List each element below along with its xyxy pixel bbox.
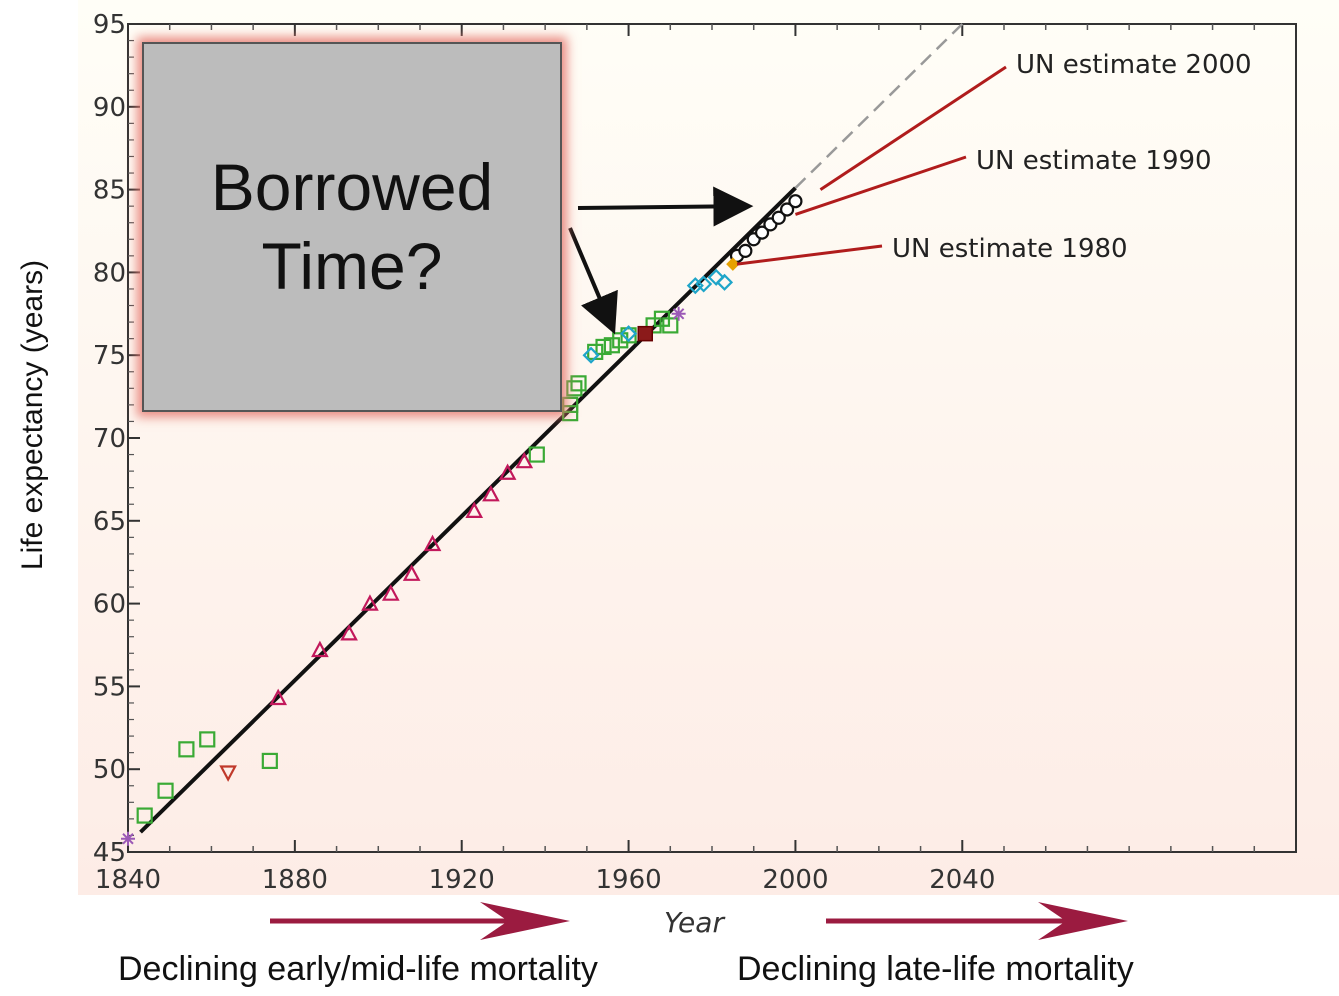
data-point-square: [261, 752, 278, 770]
annotations: UN estimate 2000 UN estimate 1990 UN estim…: [736, 50, 1252, 266]
data-point-diamond: [620, 325, 638, 343]
data-point-square: [528, 446, 545, 463]
trend-extension: [794, 23, 964, 189]
data-point-circle: [779, 202, 795, 217]
data-points: [121, 194, 803, 846]
x-tick-label: 1840: [95, 865, 161, 895]
data-point-circle: [771, 210, 786, 225]
early-mortality-label: Declining early/mid-life mortality: [118, 950, 598, 988]
y-tick-label: 45: [93, 838, 126, 868]
data-point-circle: [738, 243, 753, 258]
data-point-circle: [754, 225, 770, 240]
mortality-arrow-head: [480, 902, 570, 940]
y-tick-label: 50: [93, 755, 126, 785]
un-estimate-leader-line: [736, 244, 883, 266]
x-tick-label: 2000: [762, 865, 828, 895]
un-estimate-label: UN estimate 2000: [1016, 50, 1252, 80]
data-point-diamond: [695, 275, 713, 293]
data-point-square: [603, 337, 620, 354]
data-point-diamond: [715, 273, 734, 291]
y-tick-label: 55: [93, 672, 126, 702]
data-point-diamond: [686, 277, 704, 295]
data-point-square: [662, 317, 679, 334]
data-point-triangle: [381, 584, 400, 601]
y-axis-label: Life expectancy (years): [16, 260, 49, 570]
data-point-square: [570, 375, 587, 392]
data-point-triangle: [340, 624, 358, 641]
data-point-circle: [788, 194, 803, 209]
x-tick-label: 1960: [595, 865, 661, 895]
overlay-arrows: [568, 186, 754, 335]
data-point-triangle: [465, 501, 484, 518]
un-estimate-label: UN estimate 1990: [976, 146, 1212, 176]
y-tick-label: 65: [93, 507, 126, 537]
data-point-triangle-down: [219, 765, 237, 782]
data-point-triangle: [311, 640, 329, 658]
y-tick-label: 95: [93, 10, 126, 40]
data-point-triangle: [482, 484, 500, 502]
data-point-triangle: [515, 451, 534, 469]
data-point-triangle: [269, 688, 288, 706]
bottom-arrows: [270, 902, 1128, 940]
data-point-square: [562, 405, 579, 422]
data-point-square: [562, 396, 579, 413]
callout-line-2: Time?: [261, 229, 443, 303]
data-point-square: [620, 327, 637, 344]
callout-text: Borrowed Time?: [211, 148, 493, 306]
trend-lines: [139, 23, 964, 834]
x-tick-label: 2040: [929, 865, 995, 895]
mortality-arrow-head: [1038, 902, 1128, 940]
callout-arrow: [568, 227, 618, 335]
data-point-square: [178, 741, 195, 758]
y-tick-label: 75: [93, 341, 126, 371]
data-point-square-filled: [637, 325, 654, 342]
x-axis-label: Year: [664, 906, 725, 939]
un-estimate-label: UN estimate 1980: [892, 234, 1128, 264]
x-tick-label: 1880: [262, 865, 328, 895]
callout-arrow: [577, 186, 754, 227]
data-point-triangle: [423, 534, 442, 552]
y-tick-label: 70: [93, 424, 126, 454]
data-point-diamond: [582, 346, 600, 364]
data-point-diamond-filled: [726, 257, 740, 271]
x-tick-label: 1920: [429, 865, 495, 895]
y-tick-label: 90: [93, 93, 126, 123]
data-point-cross: [121, 831, 135, 846]
data-point-square: [136, 807, 153, 824]
data-point-square: [595, 338, 612, 356]
data-point-square: [566, 380, 583, 397]
data-point-square: [157, 782, 174, 799]
data-point-triangle: [498, 463, 517, 480]
data-point-triangle: [402, 564, 421, 581]
un-estimate-leader-line: [819, 65, 1007, 191]
axis-ticks: 1840 1880 1920 1960 2000 2040 45 50 55 60 65 70 75 80…: [93, 10, 1256, 895]
late-mortality-label: Declining late-life mortality: [737, 950, 1134, 988]
data-point-diamond: [707, 268, 725, 286]
un-estimate-leader-line: [794, 155, 967, 216]
trend-line: [139, 186, 797, 834]
y-tick-label: 85: [93, 176, 126, 206]
y-tick-label: 80: [93, 258, 126, 288]
data-point-square: [199, 731, 216, 748]
borrowed-time-callout: Borrowed Time?: [142, 42, 562, 412]
callout-line-1: Borrowed: [210, 149, 494, 224]
data-point-triangle: [361, 594, 379, 611]
y-tick-label: 60: [93, 590, 126, 620]
data-point-cross: [671, 306, 686, 321]
